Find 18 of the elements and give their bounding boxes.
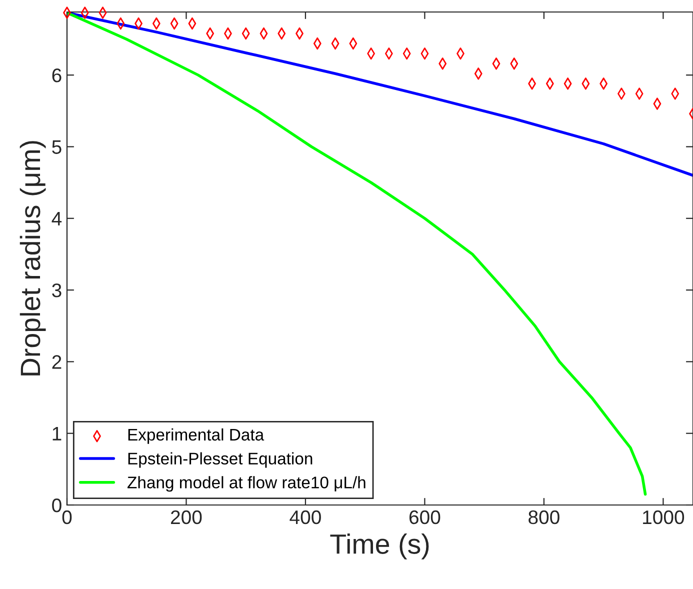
y-tick-label: 6 (52, 68, 62, 82)
x-tick-label: 600 (409, 510, 440, 524)
y-tick-label: 0 (52, 498, 62, 512)
y-tick-label: 2 (52, 355, 62, 369)
x-axis-title: Time (s) (330, 534, 429, 560)
y-axis-title: Droplet radius (μm) (20, 141, 46, 376)
y-tick-label: 5 (52, 140, 62, 154)
x-tick-label: 0 (62, 510, 72, 524)
legend-label: Experimental Data (128, 428, 264, 444)
x-tick-label: 200 (170, 510, 202, 524)
y-tick-label: 4 (52, 212, 62, 226)
x-tick-label: 400 (290, 510, 321, 524)
legend-label: Epstein-Plesset Equation (128, 452, 312, 468)
x-tick-label: 800 (528, 510, 560, 524)
legend-label: Zhang model at flow rate10 μL/h (128, 476, 366, 492)
y-tick-label: 3 (52, 283, 62, 298)
x-tick-label: 1000 (643, 510, 684, 524)
y-tick-label: 1 (52, 427, 62, 440)
